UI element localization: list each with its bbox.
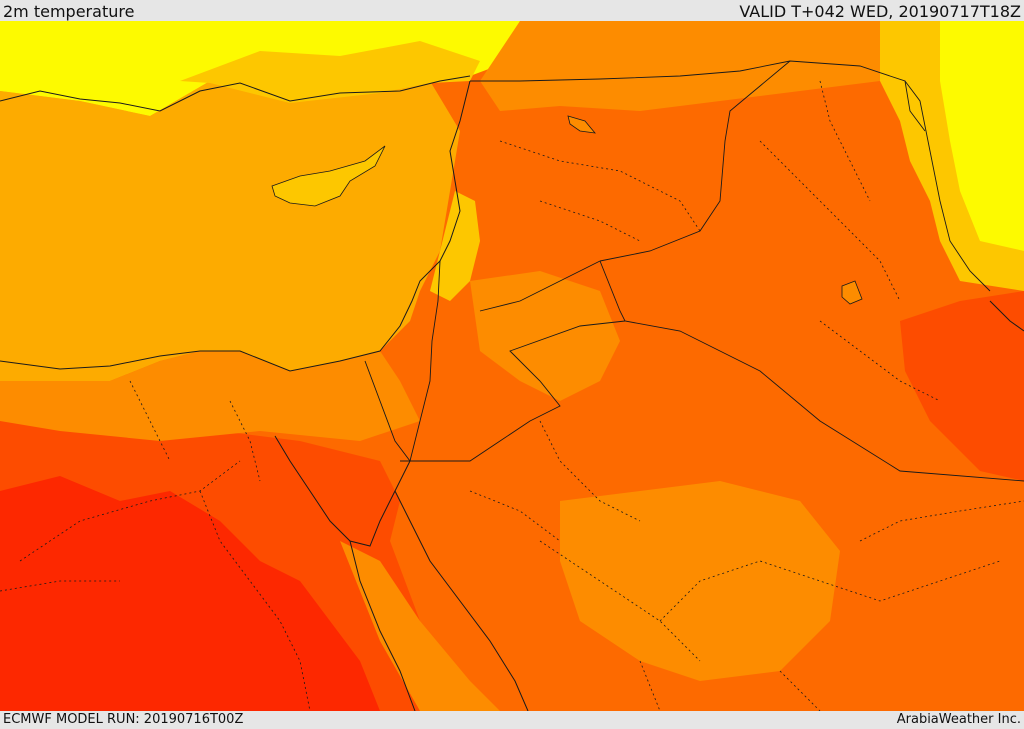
temperature-map[interactable] xyxy=(0,21,1024,711)
header-bar: 2m temperature VALID T+042 WED, 20190717… xyxy=(0,0,1024,21)
warm-zone-redsea-coast xyxy=(340,541,500,711)
model-run: ECMWF MODEL RUN: 20190716T00Z xyxy=(3,712,244,727)
levant-coast xyxy=(430,191,480,301)
hot-zone-east xyxy=(900,291,1024,481)
cool-zone-turkey-mid xyxy=(180,41,480,103)
map-svg xyxy=(0,21,1024,711)
cyprus xyxy=(271,145,386,207)
credit: ArabiaWeather Inc. xyxy=(896,712,1021,727)
hot-zone-southwest-core xyxy=(0,476,380,711)
cool-zone-northeast-core xyxy=(940,21,1024,251)
warm-zone-syria xyxy=(480,21,880,111)
province-borders xyxy=(0,80,1024,711)
mediterranean-sea xyxy=(0,81,460,386)
footer-bar: ECMWF MODEL RUN: 20190716T00Z ArabiaWeat… xyxy=(0,711,1024,729)
country-borders xyxy=(364,60,1024,482)
valid-time: VALID T+042 WED, 20190717T18Z xyxy=(739,2,1021,21)
lake-tharthar xyxy=(841,280,863,305)
coastal-band-egypt xyxy=(0,351,420,441)
coastlines xyxy=(0,75,1024,711)
lake-assad xyxy=(567,115,596,134)
map-title: 2m temperature xyxy=(3,2,135,21)
warm-zone-jordan xyxy=(470,271,620,401)
